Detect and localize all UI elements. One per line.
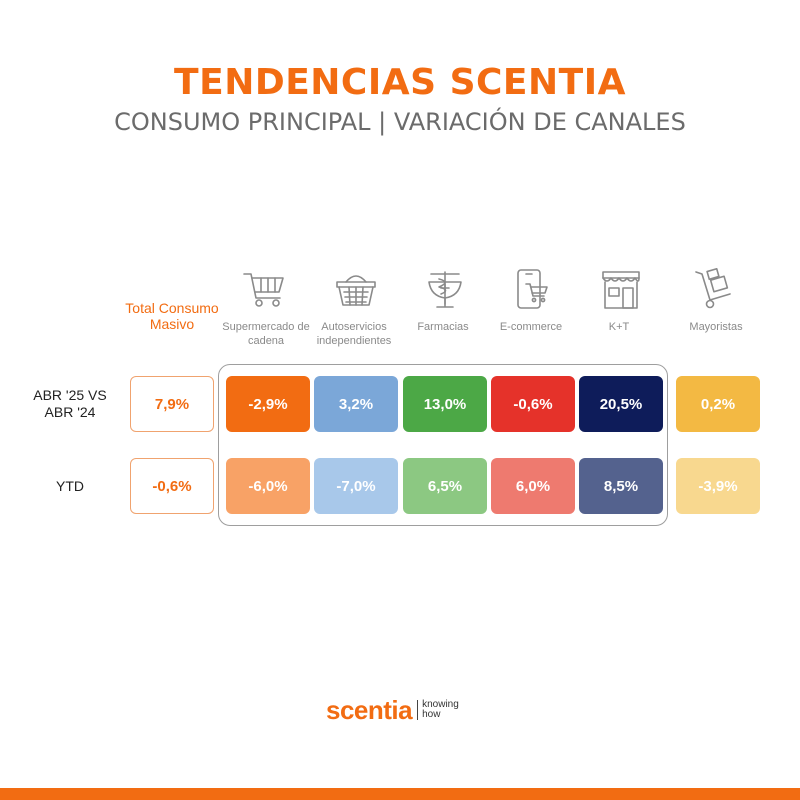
cell-supermercado-ytd: -6,0% <box>226 458 310 514</box>
cell-kt-ytd: 8,5% <box>579 458 663 514</box>
cell-total-abr: 7,9% <box>130 376 214 432</box>
row-label-abr: ABR '25 VS ABR '24 <box>33 387 107 420</box>
cell-supermercado-abr: -2,9% <box>226 376 310 432</box>
shopping-basket-icon <box>334 268 378 310</box>
pharmacy-icon <box>423 268 467 310</box>
column-label-farmacias: Farmacias <box>417 321 469 333</box>
footer-bar <box>0 788 800 800</box>
cell-autoservicios-ytd: -7,0% <box>314 458 398 514</box>
storefront-icon <box>599 268 643 310</box>
total-column-header: Total Consumo Masivo <box>125 300 219 332</box>
page-title: TENDENCIAS SCENTIA <box>174 62 626 103</box>
cell-ecommerce-ytd: 6,0% <box>491 458 575 514</box>
logo-wordmark: scentia <box>326 694 413 725</box>
cell-autoservicios-abr: 3,2% <box>314 376 398 432</box>
hand-truck-icon <box>692 267 736 310</box>
shopping-cart-icon <box>242 268 286 310</box>
cell-mayoristas-abr: 0,2% <box>676 376 760 432</box>
cell-farmacias-abr: 13,0% <box>403 376 487 432</box>
mobile-cart-icon <box>512 268 556 310</box>
logo-tagline-line2: how <box>422 709 441 720</box>
logo-tagline-line1: knowing <box>422 699 459 710</box>
logo-tagline: knowing how <box>422 700 459 720</box>
logo-divider <box>417 700 419 720</box>
channels-group-frame <box>218 364 668 526</box>
column-label-mayoristas: Mayoristas <box>689 321 743 333</box>
cell-kt-abr: 20,5% <box>579 376 663 432</box>
row-label-ytd: YTD <box>56 478 84 494</box>
column-label-autoservicios: Autoservicios independientes <box>316 321 392 347</box>
scentia-logo: scentia knowing how <box>326 692 459 728</box>
page-subtitle: CONSUMO PRINCIPAL | VARIACIÓN DE CANALES <box>114 108 686 136</box>
cell-mayoristas-ytd: -3,9% <box>676 458 760 514</box>
column-label-kt: K+T <box>608 321 630 333</box>
cell-total-ytd: -0,6% <box>130 458 214 514</box>
column-label-ecommerce: E-commerce <box>499 321 563 333</box>
cell-farmacias-ytd: 6,5% <box>403 458 487 514</box>
column-label-supermercado: Supermercado de cadena <box>222 321 310 347</box>
cell-ecommerce-abr: -0,6% <box>491 376 575 432</box>
